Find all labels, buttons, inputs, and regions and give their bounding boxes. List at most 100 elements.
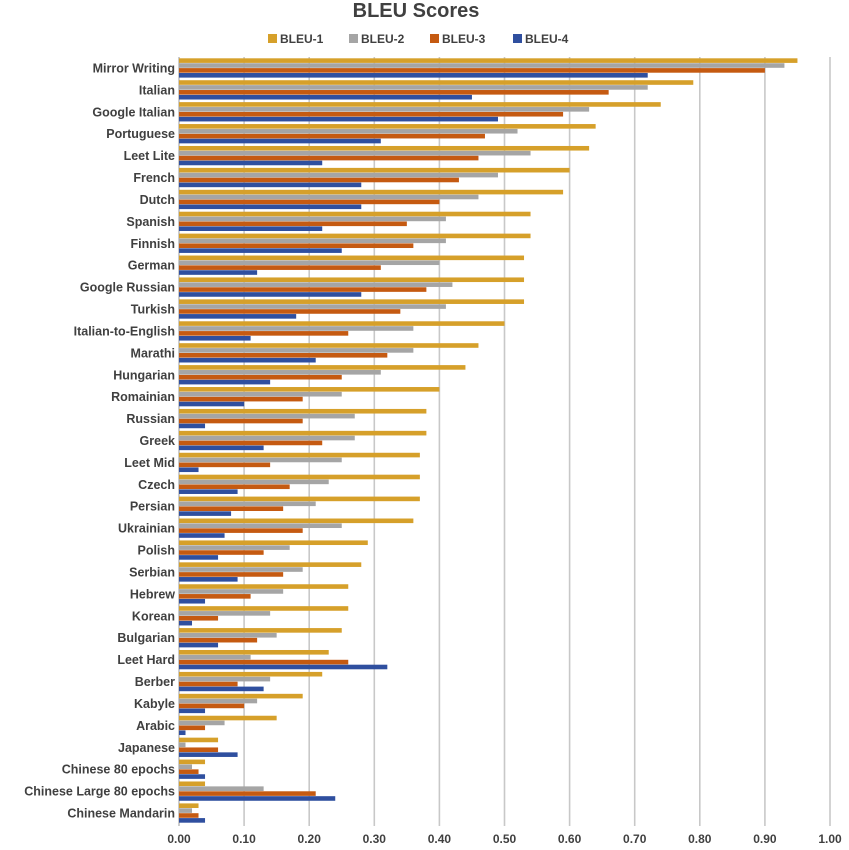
bar-bleu-1-20 <box>179 496 420 502</box>
bar-bleu-4-18 <box>179 467 199 473</box>
bar-bleu-1-21 <box>179 518 414 524</box>
bar-bleu-4-34 <box>179 818 206 823</box>
category-label: Bulgarian <box>117 631 175 645</box>
bar-bleu-2-0 <box>179 63 785 68</box>
bar-bleu-4-23 <box>179 577 238 582</box>
category-label: Persian <box>130 500 175 514</box>
bar-bleu-1-4 <box>179 145 590 151</box>
category-label: Dutch <box>140 193 175 207</box>
bar-bleu-4-0 <box>179 73 648 78</box>
legend-label-bleu-4: BLEU-4 <box>525 32 569 46</box>
legend-swatch-bleu-3 <box>430 34 439 43</box>
bar-bleu-3-33 <box>179 791 316 796</box>
bar-bleu-2-9 <box>179 260 440 266</box>
bar-bleu-4-25 <box>179 620 193 626</box>
category-label: Ukrainian <box>118 522 175 536</box>
bar-bleu-3-2 <box>179 111 564 117</box>
bar-bleu-3-6 <box>179 199 440 205</box>
bar-bleu-4-29 <box>179 708 206 714</box>
bar-bleu-2-21 <box>179 523 342 529</box>
bar-bleu-1-10 <box>179 277 525 283</box>
bar-bleu-1-6 <box>179 189 564 195</box>
bar-bleu-4-26 <box>179 642 219 648</box>
bar-bleu-1-12 <box>179 321 505 326</box>
bar-bleu-2-33 <box>179 786 264 791</box>
bar-bleu-2-25 <box>179 611 271 616</box>
bar-bleu-4-21 <box>179 533 225 538</box>
x-tick-label: 0.30 <box>363 832 387 846</box>
bar-bleu-4-14 <box>179 379 271 385</box>
bar-bleu-4-8 <box>179 248 342 253</box>
category-label: Kabyle <box>134 697 175 711</box>
bar-bleu-3-9 <box>179 265 381 270</box>
bar-bleu-1-27 <box>179 649 329 655</box>
bar-bleu-3-20 <box>179 506 284 511</box>
category-label: Korean <box>132 609 175 623</box>
bar-bleu-1-0 <box>179 58 798 63</box>
legend-label-bleu-1: BLEU-1 <box>280 32 324 46</box>
category-label: Finnish <box>131 237 175 251</box>
bar-bleu-3-15 <box>179 396 303 402</box>
bar-bleu-2-10 <box>179 282 453 287</box>
bar-bleu-3-13 <box>179 352 388 358</box>
bar-bleu-2-11 <box>179 304 446 309</box>
legend-swatch-bleu-4 <box>513 34 522 43</box>
bar-bleu-3-19 <box>179 484 290 490</box>
bar-bleu-3-25 <box>179 615 219 621</box>
bar-bleu-1-15 <box>179 387 440 392</box>
bar-bleu-3-30 <box>179 725 206 731</box>
bar-bleu-2-15 <box>179 391 342 397</box>
bar-bleu-4-24 <box>179 598 206 604</box>
bar-bleu-1-23 <box>179 562 362 567</box>
category-label: Google Italian <box>92 105 175 119</box>
bar-bleu-4-5 <box>179 182 362 188</box>
bar-bleu-4-6 <box>179 204 362 210</box>
bar-bleu-1-8 <box>179 233 531 239</box>
bar-bleu-3-4 <box>179 155 479 161</box>
x-tick-label: 0.50 <box>493 832 517 846</box>
chart-title: BLEU Scores <box>353 0 480 22</box>
bar-bleu-2-5 <box>179 172 498 178</box>
legend-swatch-bleu-1 <box>268 34 277 43</box>
bar-bleu-1-22 <box>179 540 368 546</box>
category-label: Leet Lite <box>124 149 175 163</box>
x-axis-tick-labels: 0.00 0.10 0.20 0.30 0.40 0.50 0.60 0.70 0.80 0.90… <box>167 832 842 846</box>
bar-bleu-2-12 <box>179 326 414 331</box>
bar-bleu-1-18 <box>179 452 420 458</box>
bar-bleu-3-26 <box>179 637 258 643</box>
category-label: Arabic <box>136 719 175 733</box>
bars-group <box>179 58 798 823</box>
bar-bleu-1-26 <box>179 628 342 633</box>
bar-bleu-3-10 <box>179 287 427 292</box>
bar-bleu-2-13 <box>179 348 414 353</box>
bar-bleu-4-13 <box>179 357 316 363</box>
bar-bleu-4-30 <box>179 730 186 736</box>
bar-bleu-2-3 <box>179 128 518 134</box>
category-label: Portuguese <box>106 127 175 141</box>
category-label: Chinese Mandarin <box>67 807 175 821</box>
bar-bleu-4-9 <box>179 270 258 275</box>
category-label: Hungarian <box>113 368 175 382</box>
category-label: Google Russian <box>80 281 175 295</box>
bar-bleu-2-28 <box>179 676 271 682</box>
bar-bleu-3-24 <box>179 594 251 599</box>
bar-bleu-2-14 <box>179 370 381 375</box>
bar-bleu-3-23 <box>179 572 284 577</box>
bar-bleu-2-24 <box>179 589 284 594</box>
category-label: Greek <box>140 434 175 448</box>
x-tick-label: 0.40 <box>428 832 452 846</box>
category-label: Leet Hard <box>117 653 175 667</box>
bar-bleu-1-31 <box>179 737 219 743</box>
bar-bleu-4-4 <box>179 160 323 166</box>
category-label: Chinese Large 80 epochs <box>24 785 175 799</box>
x-tick-label: 0.80 <box>688 832 712 846</box>
category-label: Italian-to-English <box>74 324 175 338</box>
bar-bleu-4-33 <box>179 796 336 801</box>
bar-bleu-1-1 <box>179 80 694 85</box>
bar-bleu-2-23 <box>179 567 303 572</box>
bar-bleu-2-7 <box>179 216 446 222</box>
category-label: Turkish <box>131 303 175 317</box>
x-tick-label: 0.90 <box>753 832 777 846</box>
bar-bleu-1-11 <box>179 299 525 304</box>
